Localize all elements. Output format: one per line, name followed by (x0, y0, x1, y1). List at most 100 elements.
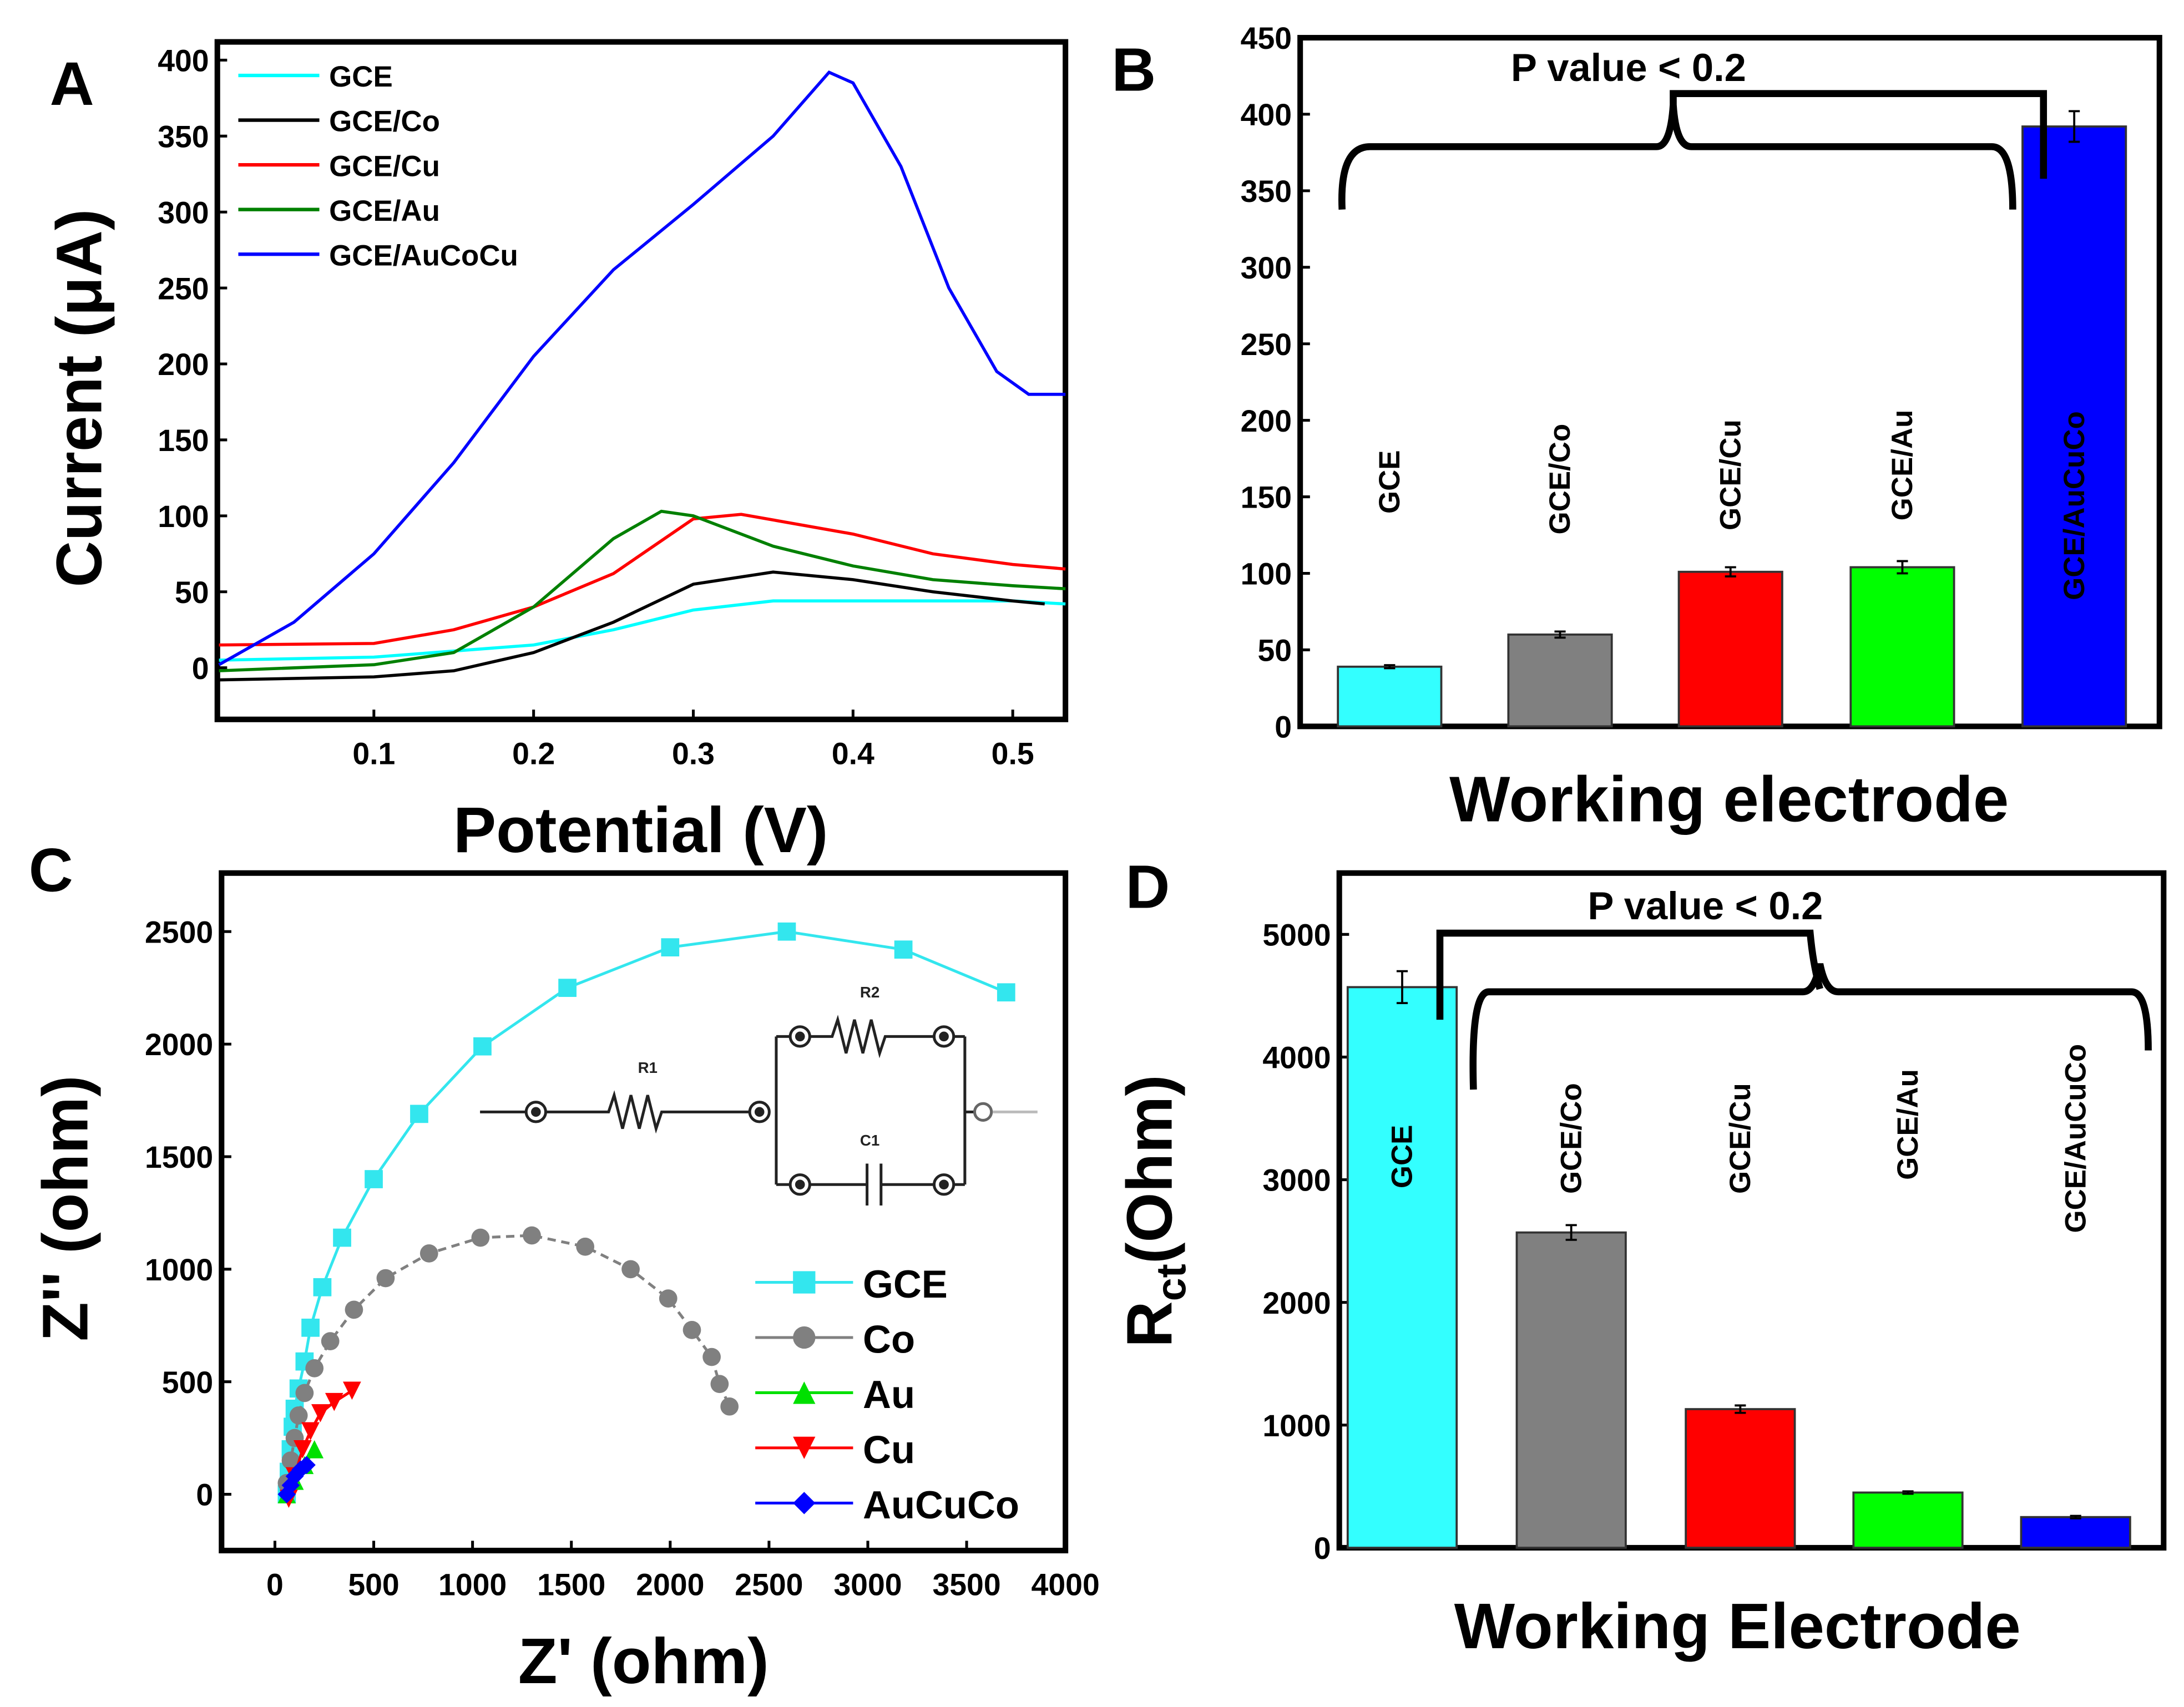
y-tick-label: 0 (1275, 710, 1292, 744)
bar-gce (1346, 986, 1458, 1549)
circle-marker (321, 1332, 340, 1351)
triangle-up-marker (305, 1440, 324, 1458)
y-tick-label: 50 (1257, 634, 1292, 668)
bar-gce-au (1849, 566, 1955, 728)
panel-label: A (50, 50, 94, 118)
equivalent-circuit-inset (480, 1015, 1038, 1206)
y-tick-label: 300 (1241, 251, 1292, 285)
diamond-marker (281, 1476, 300, 1495)
x-axis-label: Working electrode (1449, 763, 2009, 835)
error-bar (1554, 630, 1566, 639)
y-tick-label: 350 (1241, 174, 1292, 209)
x-tick-label: 500 (348, 1568, 399, 1602)
y-tick-label: 50 (175, 575, 209, 610)
y-tick-label: 5000 (1262, 918, 1331, 952)
bar-label: GCE (1373, 450, 1406, 514)
circuit-terminal (973, 1102, 993, 1122)
square-marker (894, 940, 913, 959)
triangle-down-marker (793, 1436, 816, 1460)
circuit-node-dot (795, 1179, 805, 1190)
circle-marker (471, 1228, 490, 1247)
y-tick-label: 2500 (145, 915, 213, 949)
y-label-r: R (1114, 1301, 1186, 1348)
circuit-label: C1 (860, 1132, 879, 1149)
panel-label: D (1125, 853, 1170, 921)
y-tick-label: 1500 (145, 1140, 213, 1174)
circuit-node-dot (939, 1031, 949, 1042)
series-line-gce-aucocu (218, 70, 1066, 666)
square-marker (473, 1037, 492, 1056)
bar-label: GCE/AuCuCo (2059, 1044, 2092, 1233)
y-label-subscript: ct (1149, 1264, 1195, 1301)
x-tick-label: 0 (266, 1568, 284, 1602)
legend-label: Cu (863, 1428, 915, 1472)
bar-gce-au (1852, 1491, 1964, 1549)
panel-a-line-chart: A 0 50 100 150 200 250 300 350 400 0.1 0.2 0.3 0.4 0.5… (43, 39, 1069, 866)
y-tick-label: 150 (158, 423, 209, 458)
y-axis-label: Current (μA) (43, 209, 115, 587)
circle-marker (576, 1237, 595, 1256)
circle-marker (659, 1289, 678, 1308)
circle-marker (376, 1269, 395, 1288)
x-axis-label: Z' (ohm) (518, 1625, 769, 1697)
panel-c-nyquist-plot: C 0 500 1000 1500 2000 2500 0 500 1000 1500 2000 250… (29, 836, 1100, 1697)
error-bar (2069, 110, 2080, 143)
y-tick-label: 100 (158, 499, 209, 534)
square-marker (410, 1105, 428, 1123)
legend-label: GCE (329, 60, 393, 93)
triangle-down-marker (342, 1381, 361, 1400)
y-tick-label: 2000 (1262, 1286, 1331, 1320)
circle-marker (702, 1348, 721, 1366)
bar-label: GCE (1386, 1125, 1419, 1189)
circle-marker (419, 1244, 438, 1263)
error-bar (1897, 560, 1908, 575)
circle-marker (345, 1300, 363, 1319)
triangle-up-marker (793, 1381, 816, 1404)
legend-label: GCE/Co (329, 105, 440, 138)
plot-frame (214, 39, 1069, 722)
y-tick-label: 350 (158, 119, 209, 154)
circle-marker (710, 1375, 729, 1394)
x-tick-label: 0.2 (512, 736, 555, 771)
triangle-down-marker (293, 1440, 312, 1458)
triangle-down-marker (311, 1404, 330, 1422)
legend-label: GCE (863, 1262, 948, 1306)
circuit-node-dot (939, 1179, 949, 1190)
y-tick-label: 400 (1241, 98, 1292, 132)
x-tick-label: 0.1 (352, 736, 395, 771)
square-marker (313, 1278, 332, 1296)
series-co (277, 1226, 739, 1492)
y-tick-label: 300 (158, 195, 209, 230)
circuit-node-dot (795, 1031, 805, 1042)
bar-gce-aucuco (2021, 125, 2127, 728)
bar-label: GCE/Co (1555, 1083, 1588, 1194)
plot-frame (219, 870, 1069, 1554)
y-tick-label: 0 (192, 651, 209, 686)
y-axis-label: Z'' (ohm) (29, 1075, 102, 1341)
circle-marker (289, 1406, 308, 1425)
y-tick-label: 450 (1241, 21, 1292, 55)
circle-marker (523, 1226, 541, 1245)
y-label-unit: (Ohm) (1114, 1075, 1186, 1264)
square-marker (793, 1271, 816, 1294)
diamond-marker (793, 1492, 816, 1514)
error-bar (1735, 1404, 1746, 1414)
circle-marker (295, 1384, 314, 1402)
x-tick-label: 0.3 (672, 736, 715, 771)
series-line-gce-cu (219, 513, 1066, 647)
circuit-node-dot (531, 1107, 541, 1117)
square-marker (365, 1170, 383, 1188)
triangle-down-marker (301, 1422, 320, 1441)
y-tick-label: 250 (1241, 327, 1292, 362)
error-bar (1902, 1490, 1914, 1495)
legend-label: AuCuCo (863, 1483, 1019, 1527)
circle-marker (683, 1321, 701, 1339)
bar-label: GCE/Au (1892, 1069, 1924, 1180)
error-bar (1725, 566, 1736, 578)
circle-marker (305, 1359, 324, 1377)
y-tick-label: 150 (1241, 480, 1292, 515)
bar-label: GCE/Au (1886, 410, 1919, 521)
legend-label: GCE/AuCoCu (329, 239, 518, 272)
x-tick-label: 3000 (833, 1568, 902, 1602)
